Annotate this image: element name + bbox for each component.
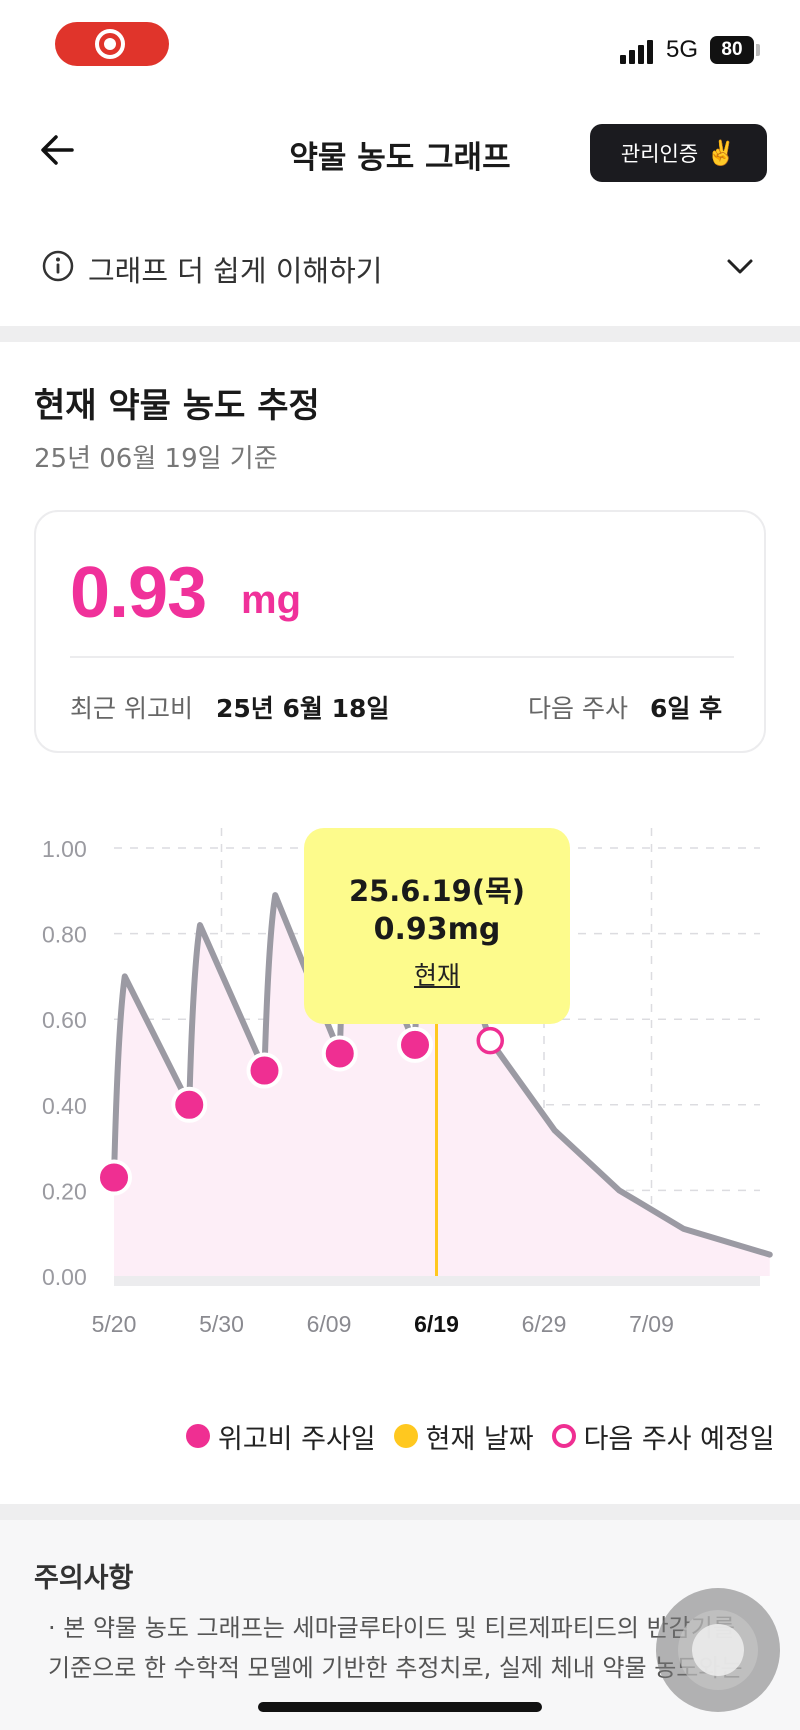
pink-dot-icon bbox=[186, 1424, 210, 1448]
legend-current: 현재 날짜 bbox=[393, 1417, 534, 1456]
help-text: 그래프 더 쉽게 이해하기 bbox=[88, 254, 383, 288]
status-bar: 5G 80 bbox=[0, 0, 800, 90]
network-type: 5G bbox=[666, 36, 699, 63]
tooltip-date: 25.6.19(목) bbox=[348, 874, 526, 908]
section-divider bbox=[0, 1504, 800, 1520]
legend-injection: 위고비 주사일 bbox=[186, 1417, 376, 1456]
card-divider bbox=[70, 656, 734, 658]
y-tick-label: 0.40 bbox=[42, 1093, 87, 1119]
y-tick-label: 0.20 bbox=[42, 1178, 87, 1204]
tooltip-value: 0.93mg bbox=[373, 912, 501, 947]
section-divider bbox=[0, 326, 800, 342]
next-injection-value: 6일 후 bbox=[650, 694, 723, 723]
chart-legend: 위고비 주사일 현재 날짜 다음 주사 예정일 bbox=[186, 1416, 793, 1456]
back-arrow-icon[interactable] bbox=[38, 130, 78, 170]
x-tick-label: 7/09 bbox=[629, 1311, 674, 1337]
page-title: 약물 농도 그래프 bbox=[289, 140, 511, 176]
tooltip-current-label[interactable]: 현재 bbox=[413, 961, 460, 990]
next-injection-label: 다음 주사 bbox=[528, 694, 628, 723]
chevron-down-icon[interactable] bbox=[726, 254, 754, 278]
x-tick-label: 5/20 bbox=[92, 1311, 137, 1337]
area-fill bbox=[114, 860, 770, 1276]
ring-dot-icon bbox=[551, 1424, 576, 1448]
base-date: 25년 06월 19일 기준 bbox=[34, 444, 278, 474]
x-axis-band bbox=[114, 1276, 760, 1286]
home-indicator[interactable] bbox=[258, 1702, 542, 1712]
x-tick-label: 6/29 bbox=[522, 1311, 567, 1337]
x-tick-label: 6/19 bbox=[414, 1311, 459, 1337]
injection-marker bbox=[96, 1159, 132, 1196]
cert-button-label: 관리인증 bbox=[620, 142, 699, 166]
y-tick-label: 1.00 bbox=[42, 836, 87, 862]
y-tick-label: 0.80 bbox=[42, 922, 87, 948]
chart-tooltip: 25.6.19(목) 0.93mg 현재 bbox=[304, 828, 570, 1024]
section-title: 현재 약물 농도 추정 bbox=[34, 386, 320, 426]
concentration-unit: mg bbox=[241, 578, 301, 622]
x-tick-label: 5/30 bbox=[199, 1311, 244, 1337]
injection-marker bbox=[246, 1052, 283, 1089]
recent-injection-value: 25년 6월 18일 bbox=[216, 694, 390, 723]
y-tick-label: 0.00 bbox=[42, 1264, 87, 1290]
victory-hand-icon: ✌️ bbox=[706, 139, 737, 167]
screen-recording-indicator[interactable] bbox=[55, 22, 169, 66]
next-injection-marker bbox=[476, 1026, 504, 1055]
assistive-touch-button[interactable] bbox=[656, 1588, 780, 1712]
injection-marker bbox=[171, 1086, 208, 1123]
header: 약물 농도 그래프 관리인증 ✌️ bbox=[0, 100, 800, 210]
yellow-dot-icon bbox=[393, 1424, 418, 1448]
record-icon bbox=[95, 29, 125, 59]
x-tick-label: 6/09 bbox=[307, 1311, 352, 1337]
notes-body: · 본 약물 농도 그래프는 세마글루타이드 및 티르제파티드의 반감기를 기준… bbox=[48, 1614, 743, 1682]
info-icon bbox=[42, 250, 74, 282]
recent-injection-label: 최근 위고비 bbox=[70, 694, 193, 723]
notes-title: 주의사항 bbox=[34, 1563, 134, 1594]
concentration-value: 0.93 bbox=[70, 553, 207, 633]
injection-marker bbox=[397, 1026, 433, 1063]
help-accordion[interactable]: 그래프 더 쉽게 이해하기 bbox=[0, 232, 800, 302]
concentration-card: 0.93 mg 최근 위고비 25년 6월 18일 다음 주사 6일 후 bbox=[34, 510, 766, 753]
management-cert-button[interactable]: 관리인증 ✌️ bbox=[590, 124, 767, 182]
legend-next: 다음 주사 예정일 bbox=[551, 1417, 775, 1456]
injection-marker bbox=[321, 1035, 358, 1072]
battery-icon: 80 bbox=[710, 36, 754, 64]
y-tick-label: 0.60 bbox=[42, 1007, 87, 1033]
signal-icon bbox=[620, 38, 660, 64]
